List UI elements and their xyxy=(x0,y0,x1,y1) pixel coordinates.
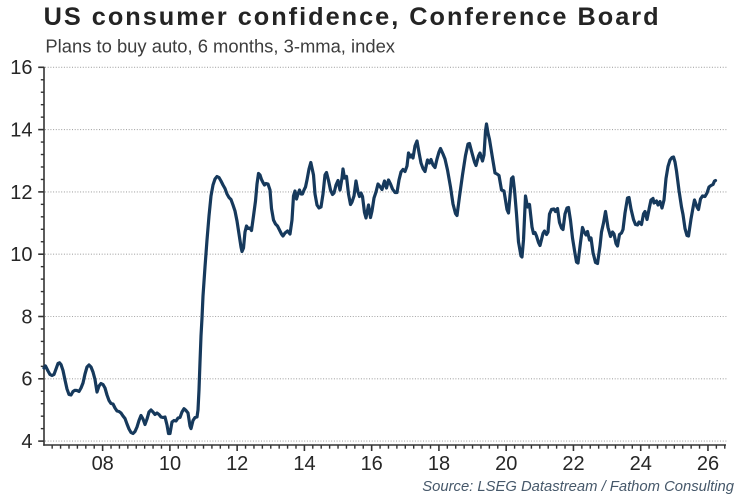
svg-text:6: 6 xyxy=(21,369,32,391)
svg-text:Plans to buy auto, 6 months, 3: Plans to buy auto, 6 months, 3-mma, inde… xyxy=(45,35,395,56)
svg-text:16: 16 xyxy=(10,57,32,79)
svg-text:8: 8 xyxy=(21,306,32,328)
svg-text:18: 18 xyxy=(428,453,450,475)
svg-text:14: 14 xyxy=(293,453,315,475)
svg-text:22: 22 xyxy=(562,453,584,475)
svg-text:20: 20 xyxy=(495,453,517,475)
svg-text:08: 08 xyxy=(92,453,114,475)
svg-text:10: 10 xyxy=(10,244,32,266)
svg-text:12: 12 xyxy=(10,182,32,204)
svg-text:14: 14 xyxy=(10,120,32,142)
svg-text:16: 16 xyxy=(361,453,383,475)
svg-text:4: 4 xyxy=(21,431,32,453)
svg-text:24: 24 xyxy=(630,453,652,475)
svg-text:26: 26 xyxy=(697,453,719,475)
svg-text:12: 12 xyxy=(226,453,248,475)
svg-text:Source: LSEG Datastream / Fath: Source: LSEG Datastream / Fathom Consult… xyxy=(422,479,734,495)
svg-text:10: 10 xyxy=(159,453,181,475)
svg-text:US consumer confidence, Confer: US consumer confidence, Conference Board xyxy=(44,3,661,31)
